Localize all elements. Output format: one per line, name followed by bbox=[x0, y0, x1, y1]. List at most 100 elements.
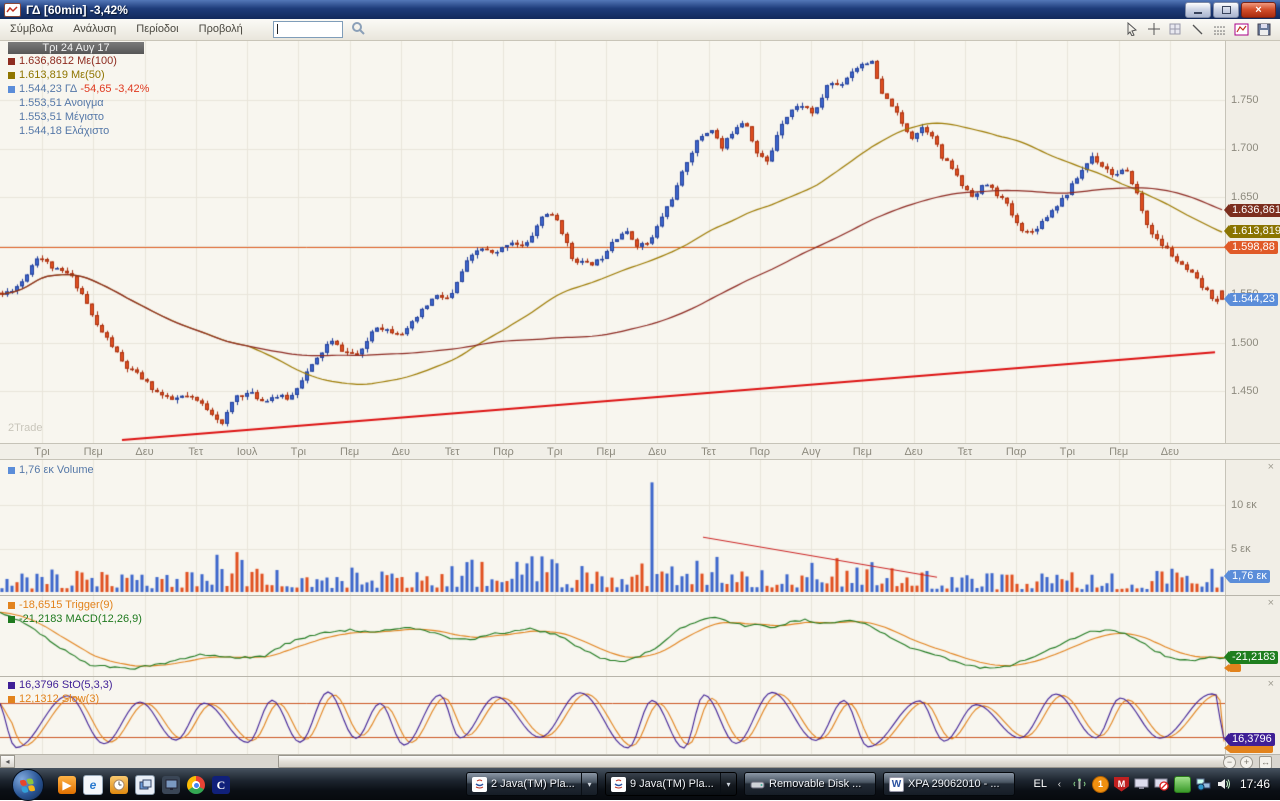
price-chart-canvas[interactable] bbox=[0, 40, 1225, 443]
menu-periods[interactable]: Περίοδοι bbox=[136, 23, 179, 35]
price-swatch bbox=[8, 85, 15, 93]
taskbar-clock: 17:46 bbox=[1239, 777, 1270, 791]
taskbar-button-java-2[interactable]: 2 Java(TM) Pla... ▾ bbox=[466, 772, 598, 796]
price-tag: 1.613,819 bbox=[1224, 225, 1280, 238]
taskbar-button-word-doc[interactable]: W XPA 29062010 - ... bbox=[883, 772, 1015, 796]
time-axis-label: Πεμ bbox=[83, 446, 103, 458]
time-axis-label: Δευ bbox=[904, 446, 923, 458]
slow-swatch bbox=[8, 695, 15, 703]
price-tag: 1.598,88 bbox=[1224, 241, 1278, 254]
word-icon: W bbox=[889, 776, 904, 792]
volume-pane-close-icon[interactable]: × bbox=[1267, 461, 1274, 473]
chart-toolbar bbox=[1123, 21, 1272, 37]
stochastic-pane-close-icon[interactable]: × bbox=[1267, 678, 1274, 690]
ma50-swatch bbox=[8, 71, 15, 79]
wireless-icon[interactable] bbox=[1072, 777, 1087, 792]
time-axis-label: Τρι bbox=[290, 446, 307, 458]
time-axis-label: Πεμ bbox=[1109, 446, 1129, 458]
media-player-icon[interactable]: ▶ bbox=[58, 776, 76, 794]
task-label: XPA 29062010 - ... bbox=[908, 778, 1000, 790]
axis-tick-label: 1.750 bbox=[1231, 94, 1259, 106]
app-icon bbox=[4, 2, 21, 17]
time-axis-label: Δευ bbox=[648, 446, 667, 458]
menu-symbols[interactable]: Σύμβολα bbox=[10, 23, 54, 35]
task-buttons: 2 Java(TM) Pla... ▾ 9 Java(TM) Pla... ▾ … bbox=[466, 772, 1015, 796]
system-tray: EL ‹ 1 M 17:46 bbox=[1034, 768, 1277, 800]
menu-view[interactable]: Προβολή bbox=[198, 23, 243, 35]
volume-chart-canvas[interactable] bbox=[0, 460, 1225, 595]
group-dropdown-icon[interactable]: ▾ bbox=[720, 773, 736, 795]
volume-speaker-icon[interactable] bbox=[1216, 777, 1231, 792]
stochastic-axis: × 16,3796 bbox=[1224, 677, 1280, 754]
volume-tag: 1,76 εκ bbox=[1224, 570, 1270, 583]
legend-ma100: 1.636,8612 Με(100) bbox=[19, 55, 117, 67]
start-button[interactable] bbox=[12, 769, 44, 801]
taskbar-button-removable-disk[interactable]: Removable Disk ... bbox=[744, 772, 876, 796]
stoch-legend-sto: 16,3796 StO(5,3,3) bbox=[19, 679, 113, 691]
legend-price: 1.544,23 ΓΔ bbox=[19, 83, 78, 95]
group-dropdown-icon[interactable]: ▾ bbox=[581, 773, 597, 795]
macd-chart-canvas[interactable] bbox=[0, 596, 1225, 676]
save-icon[interactable] bbox=[1255, 21, 1272, 37]
restore-button[interactable] bbox=[1213, 2, 1239, 18]
legend-date: Τρι 24 Αυγ 17 bbox=[8, 42, 144, 54]
window-switcher-icon[interactable] bbox=[135, 775, 155, 795]
clock-app-icon[interactable] bbox=[110, 776, 128, 794]
scrollbar-thumb[interactable] bbox=[278, 755, 1225, 768]
legend-low: 1.544,18 Ελάχιστο bbox=[19, 125, 110, 137]
legend-high: 1.553,51 Μέγιστο bbox=[19, 111, 104, 123]
close-button[interactable]: × bbox=[1241, 2, 1276, 18]
trendline-tool-icon[interactable] bbox=[1189, 21, 1206, 37]
mcafee-icon[interactable]: M bbox=[1113, 776, 1129, 792]
java-icon bbox=[472, 776, 487, 792]
time-axis-label: Πεμ bbox=[852, 446, 872, 458]
time-axis-label: Τετ bbox=[701, 446, 716, 458]
grid-tool-icon[interactable] bbox=[1167, 21, 1184, 37]
menu-bar: Σύμβολα Ανάλυση Περίοδοι Προβολή bbox=[0, 19, 1280, 41]
pointer-tool-icon[interactable] bbox=[1123, 21, 1140, 37]
search-icon[interactable] bbox=[351, 21, 365, 38]
task-label: Removable Disk ... bbox=[769, 778, 862, 790]
internet-explorer-icon[interactable]: e bbox=[83, 775, 103, 795]
show-desktop-icon[interactable] bbox=[162, 776, 180, 794]
volume-pane: 1,76 εκ Volume × 10 εκ 5 εκ 1,76 εκ bbox=[0, 460, 1280, 596]
drive-icon bbox=[750, 777, 765, 792]
horizontal-scrollbar[interactable]: ◂ − + ↔ bbox=[0, 754, 1280, 769]
macd-pane-close-icon[interactable]: × bbox=[1267, 597, 1274, 609]
time-axis-label: Τετ bbox=[444, 446, 460, 458]
window-title: ΓΔ [60min] -3,42% bbox=[26, 2, 128, 17]
macd-pane: -18,6515 Trigger(9) -21,2183 MACD(12,26,… bbox=[0, 596, 1280, 677]
notification-badge-icon[interactable]: 1 bbox=[1091, 775, 1109, 793]
macd-swatch bbox=[8, 615, 15, 623]
axis-tick-label: 1.450 bbox=[1231, 385, 1259, 397]
macd-axis: × -21,2183 bbox=[1224, 596, 1280, 676]
scroll-left-arrow[interactable]: ◂ bbox=[0, 755, 15, 768]
stochastic-chart-canvas[interactable] bbox=[0, 677, 1225, 754]
quick-launch: ▶ e C bbox=[58, 775, 230, 795]
display-icon[interactable] bbox=[1134, 777, 1149, 792]
axis-tick-label: 1.650 bbox=[1231, 191, 1259, 203]
language-indicator[interactable]: EL bbox=[1033, 778, 1047, 790]
dotted-grid-tool-icon[interactable] bbox=[1211, 21, 1228, 37]
symbol-search-input[interactable] bbox=[272, 21, 343, 38]
macd-legend-macd: -21,2183 MACD(12,26,9) bbox=[19, 613, 142, 625]
tray-expand-icon[interactable]: ‹ bbox=[1057, 778, 1062, 790]
c-app-icon[interactable]: C bbox=[212, 776, 230, 794]
time-axis-label: Παρ bbox=[749, 446, 771, 458]
legend-ma50: 1.613,819 Με(50) bbox=[19, 69, 105, 81]
chart-type-icon[interactable] bbox=[1233, 21, 1250, 37]
crosshair-tool-icon[interactable] bbox=[1145, 21, 1162, 37]
display-disabled-icon[interactable] bbox=[1154, 777, 1169, 792]
chrome-icon[interactable] bbox=[187, 776, 205, 794]
time-axis-label: Δευ bbox=[391, 446, 411, 458]
stochastic-legend: 16,3796 StO(5,3,3) 12,1312 Slow(3) bbox=[8, 678, 113, 706]
volume-legend: 1,76 εκ Volume bbox=[8, 463, 94, 477]
network-icon[interactable] bbox=[1196, 777, 1211, 792]
trigger-tag bbox=[1224, 664, 1241, 672]
minimize-button[interactable] bbox=[1185, 2, 1211, 18]
java-icon bbox=[611, 776, 626, 792]
menu-analysis[interactable]: Ανάλυση bbox=[73, 23, 117, 35]
battery-icon[interactable] bbox=[1173, 775, 1191, 793]
taskbar-button-java-9[interactable]: 9 Java(TM) Pla... ▾ bbox=[605, 772, 737, 796]
